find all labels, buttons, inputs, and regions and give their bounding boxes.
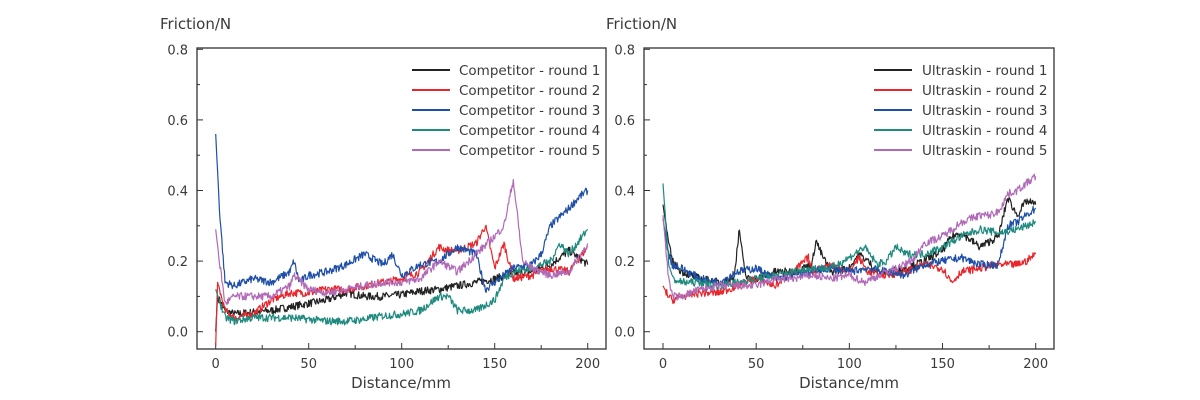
legend-label-4: Competitor - round 4: [459, 123, 600, 139]
legend-label-1: Ultraskin - round 1: [922, 63, 1047, 79]
legend-label-5: Competitor - round 5: [459, 143, 600, 159]
y-tick-label: 0.8: [614, 43, 635, 58]
series-line-5: [662, 173, 1037, 301]
y-tick-label: 0.2: [167, 255, 188, 270]
x-tick-label: 200: [1023, 357, 1048, 372]
x-axis-label: Distance/mm: [351, 374, 451, 392]
series-line-5: [215, 179, 589, 306]
ultraskin-chart: Friction/N Distance/mm 0.0 0.2 0.4 0.6 0.8 0 5…: [606, 15, 1055, 392]
series-line-4: [215, 228, 589, 326]
legend-label-3: Ultraskin - round 3: [922, 103, 1047, 119]
y-tick-label: 0.2: [614, 255, 635, 270]
series-line-2: [215, 224, 589, 346]
x-tick-label: 0: [659, 357, 667, 372]
legend-label-2: Competitor - round 2: [459, 83, 600, 99]
y-tick-label: 0.4: [167, 185, 188, 200]
x-tick-label: 0: [212, 357, 220, 372]
y-axis-label: Friction/N: [606, 15, 677, 33]
y-tick-label: 0.0: [167, 326, 188, 341]
y-axis-label: Friction/N: [160, 15, 231, 33]
x-tick-label: 50: [300, 357, 317, 372]
x-tick-label: 150: [482, 357, 507, 372]
x-tick-label: 200: [575, 357, 600, 372]
series-line-2: [662, 252, 1037, 305]
x-tick-label: 100: [837, 357, 862, 372]
x-tick-label: 150: [930, 357, 955, 372]
legend-label-2: Ultraskin - round 2: [922, 83, 1047, 99]
legend-label-3: Competitor - round 3: [459, 103, 600, 119]
y-tick-label: 0.6: [167, 114, 188, 129]
y-tick-label: 0.4: [614, 185, 635, 200]
y-tick-label: 0.0: [614, 326, 635, 341]
x-tick-label: 100: [389, 357, 414, 372]
legend-label-4: Ultraskin - round 4: [922, 123, 1047, 139]
y-tick-label: 0.8: [167, 43, 188, 58]
x-axis-label: Distance/mm: [799, 374, 899, 392]
x-tick-label: 50: [748, 357, 765, 372]
series-line-4: [662, 183, 1037, 290]
competitor-chart: Friction/N Distance/mm 0.0 0.2 0.4 0.6 0.8 0 5…: [160, 15, 607, 392]
y-tick-label: 0.6: [614, 114, 635, 129]
series-line-3: [215, 133, 589, 293]
legend-label-1: Competitor - round 1: [459, 63, 600, 79]
legend-label-5: Ultraskin - round 5: [922, 143, 1047, 159]
